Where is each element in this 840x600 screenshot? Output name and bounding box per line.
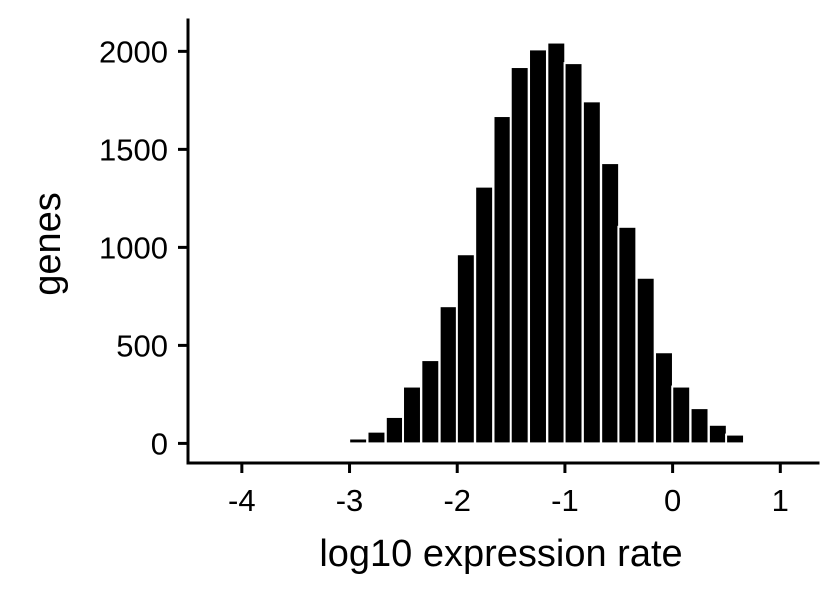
histogram-bar <box>725 433 746 445</box>
y-axis-title: genes <box>27 192 69 296</box>
y-tick-label: 0 <box>151 426 168 461</box>
histogram-bar <box>635 276 656 445</box>
x-tick-label: -4 <box>228 483 256 518</box>
histogram-bar <box>348 437 369 445</box>
histogram-bar <box>420 359 441 445</box>
histogram-bar <box>402 385 422 445</box>
x-axis-title: log10 expression rate <box>319 533 682 575</box>
histogram-bar <box>546 41 567 445</box>
y-tick-label: 500 <box>116 328 168 363</box>
histogram-bar <box>563 62 584 445</box>
histogram-bar <box>366 430 387 445</box>
histogram-bar <box>492 115 513 445</box>
histogram-bar <box>330 441 351 445</box>
histogram-bar <box>689 407 710 445</box>
ticks-group: -4 -3 -2 -1 0 1 0 500 1000 1500 2000 <box>99 34 789 518</box>
y-tick-label: 1000 <box>99 230 168 265</box>
histogram-bar <box>581 100 602 445</box>
histogram-bar <box>455 253 476 445</box>
histogram-bar <box>743 440 764 445</box>
histogram-bar <box>438 305 459 445</box>
histogram-bar <box>654 351 674 445</box>
x-tick-label: 0 <box>664 483 681 518</box>
y-tick-label: 2000 <box>99 34 168 69</box>
x-tick-label: -3 <box>336 483 364 518</box>
x-tick-label: -1 <box>551 483 579 518</box>
axes-group <box>186 18 820 465</box>
histogram-bar <box>707 423 728 445</box>
histogram-bar <box>671 385 692 445</box>
bars-group <box>330 41 764 445</box>
histogram-bar <box>600 162 621 445</box>
histogram-bar <box>474 185 495 445</box>
x-tick-label: -2 <box>443 483 471 518</box>
x-tick-label: 1 <box>772 483 789 518</box>
histogram-bar <box>617 225 638 445</box>
y-tick-label: 1500 <box>99 132 168 167</box>
histogram-bar <box>509 66 530 445</box>
histogram-bar <box>384 415 405 445</box>
histogram-bar <box>528 48 548 445</box>
